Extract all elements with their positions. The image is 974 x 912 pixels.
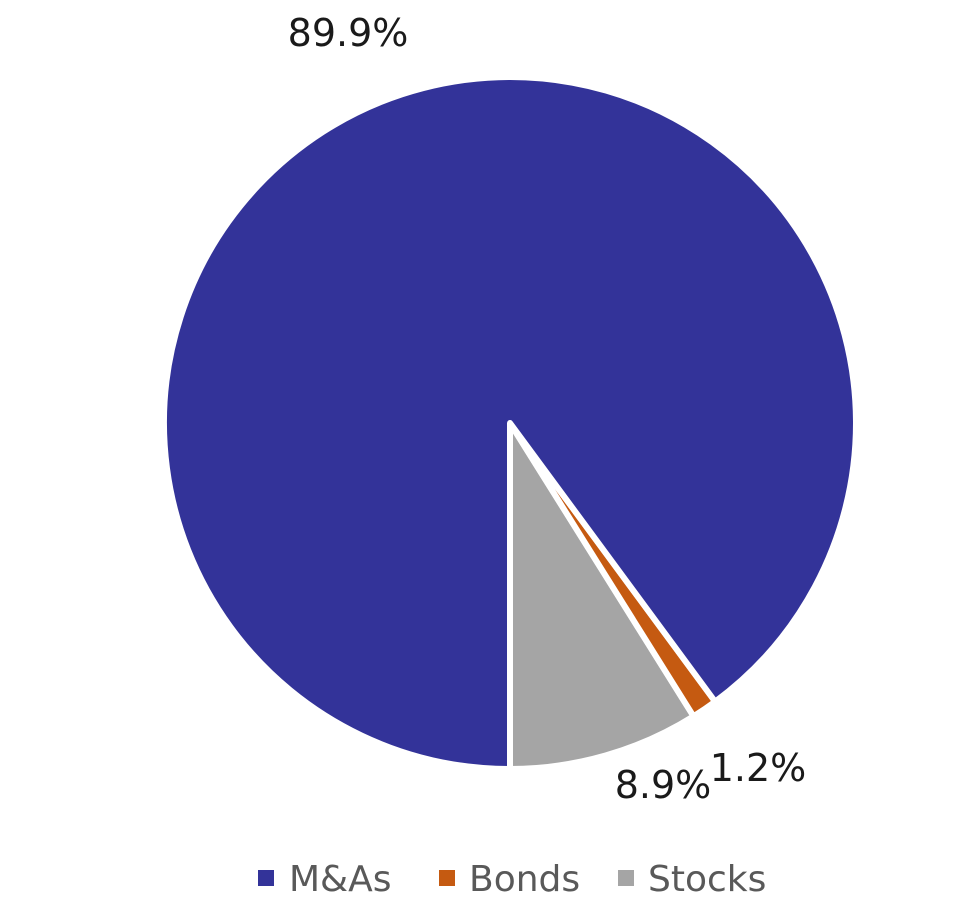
legend-label-stocks: Stocks bbox=[648, 859, 766, 900]
legend-swatch-bonds bbox=[439, 870, 455, 886]
legend: M&As Bonds Stocks bbox=[258, 859, 766, 900]
slice-stocks bbox=[507, 420, 697, 772]
legend-label-bonds: Bonds bbox=[469, 859, 580, 900]
data-label-mas: 89.9% bbox=[288, 11, 409, 55]
legend-label-mas: M&As bbox=[289, 859, 392, 900]
legend-swatch-stocks bbox=[618, 870, 634, 886]
data-label-stocks: 8.9% bbox=[615, 763, 712, 807]
legend-swatch-mas bbox=[258, 870, 274, 886]
slice-mas bbox=[161, 74, 859, 772]
pie-slices bbox=[161, 74, 859, 772]
data-label-bonds: 1.2% bbox=[710, 746, 807, 790]
